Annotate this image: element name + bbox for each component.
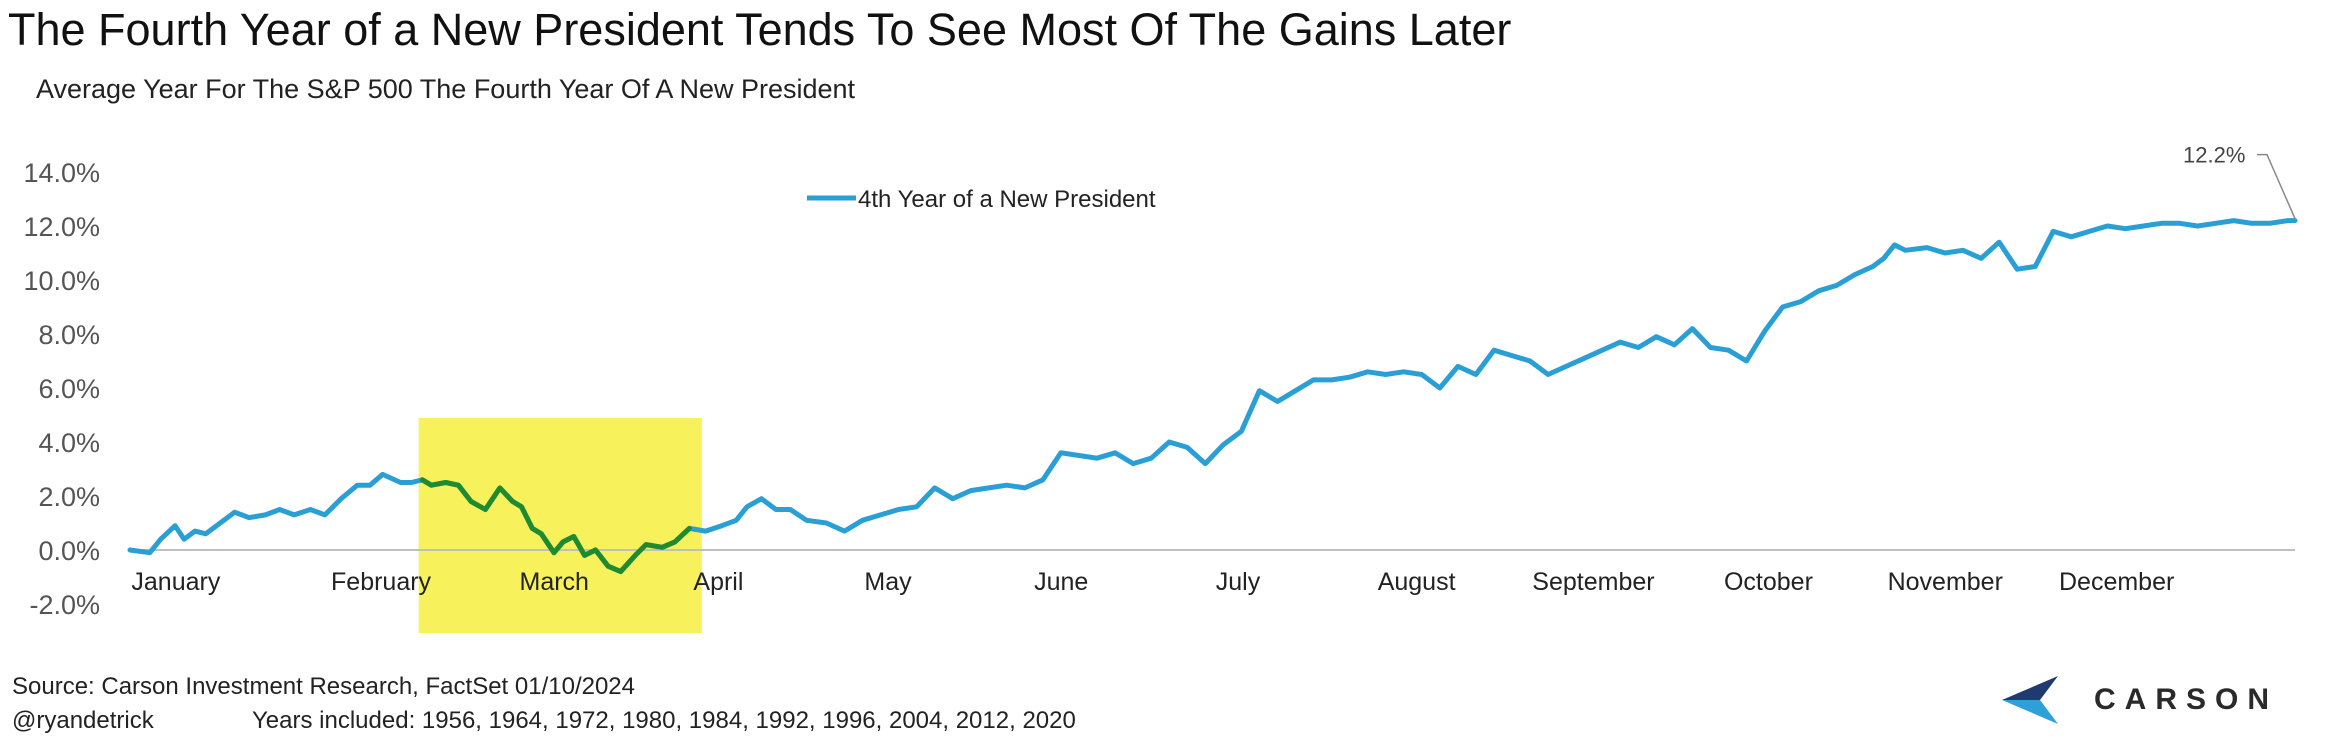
x-tick-label: March [520,568,589,596]
y-tick-label: 0.0% [38,536,100,566]
y-tick-label: 12.0% [23,212,100,242]
y-tick-label: 2.0% [38,482,100,512]
y-tick-label: 10.0% [23,266,100,296]
x-tick-label: July [1216,568,1261,596]
y-tick-label: 6.0% [38,374,100,404]
x-tick-label: January [131,568,220,596]
highlight-region [418,418,702,633]
y-tick-label: -2.0% [29,590,100,620]
series-line-highlighted-segment [419,477,692,575]
x-axis-ticks: January February March April May June July Augu… [131,568,2174,596]
final-value-label: 12.2% [2183,143,2245,168]
x-tick-label: August [1378,568,1456,596]
x-tick-label: June [1034,568,1088,596]
x-tick-label: May [864,568,912,596]
carson-logo-icon [2002,676,2058,724]
legend-label: 4th Year of a New President [858,186,1156,213]
end-value-annotation: 12.2% [2183,143,2296,219]
years-included-note: Years included: 1956, 1964, 1972, 1980, … [252,707,1076,734]
x-tick-label: November [1888,568,2003,596]
x-tick-label: October [1724,568,1813,596]
y-axis-ticks: -2.0% 0.0% 2.0% 4.0% 6.0% 8.0% 10.0% 12.0% 14.0% [23,158,100,620]
carson-logo-text: CARSON [2094,683,2279,716]
final-value-leader-line [2257,153,2296,219]
x-tick-label: April [693,568,743,596]
x-tick-label: December [2059,568,2174,596]
source-note: Source: Carson Investment Research, Fact… [12,673,636,700]
y-tick-label: 8.0% [38,320,100,350]
line-chart: -2.0% 0.0% 2.0% 4.0% 6.0% 8.0% 10.0% 12.0% 14.0%… [23,143,2298,633]
x-tick-label: February [331,568,432,596]
legend: 4th Year of a New President [807,186,1156,213]
y-tick-label: 14.0% [23,158,100,188]
y-tick-label: 4.0% [38,428,100,458]
author-handle: @ryandetrick [12,707,154,734]
chart-subtitle: Average Year For The S&P 500 The Fourth … [36,74,856,104]
carson-logo: CARSON [2000,672,2278,728]
x-tick-label: September [1532,568,1654,596]
chart-title: The Fourth Year of a New President Tends… [8,4,1512,55]
